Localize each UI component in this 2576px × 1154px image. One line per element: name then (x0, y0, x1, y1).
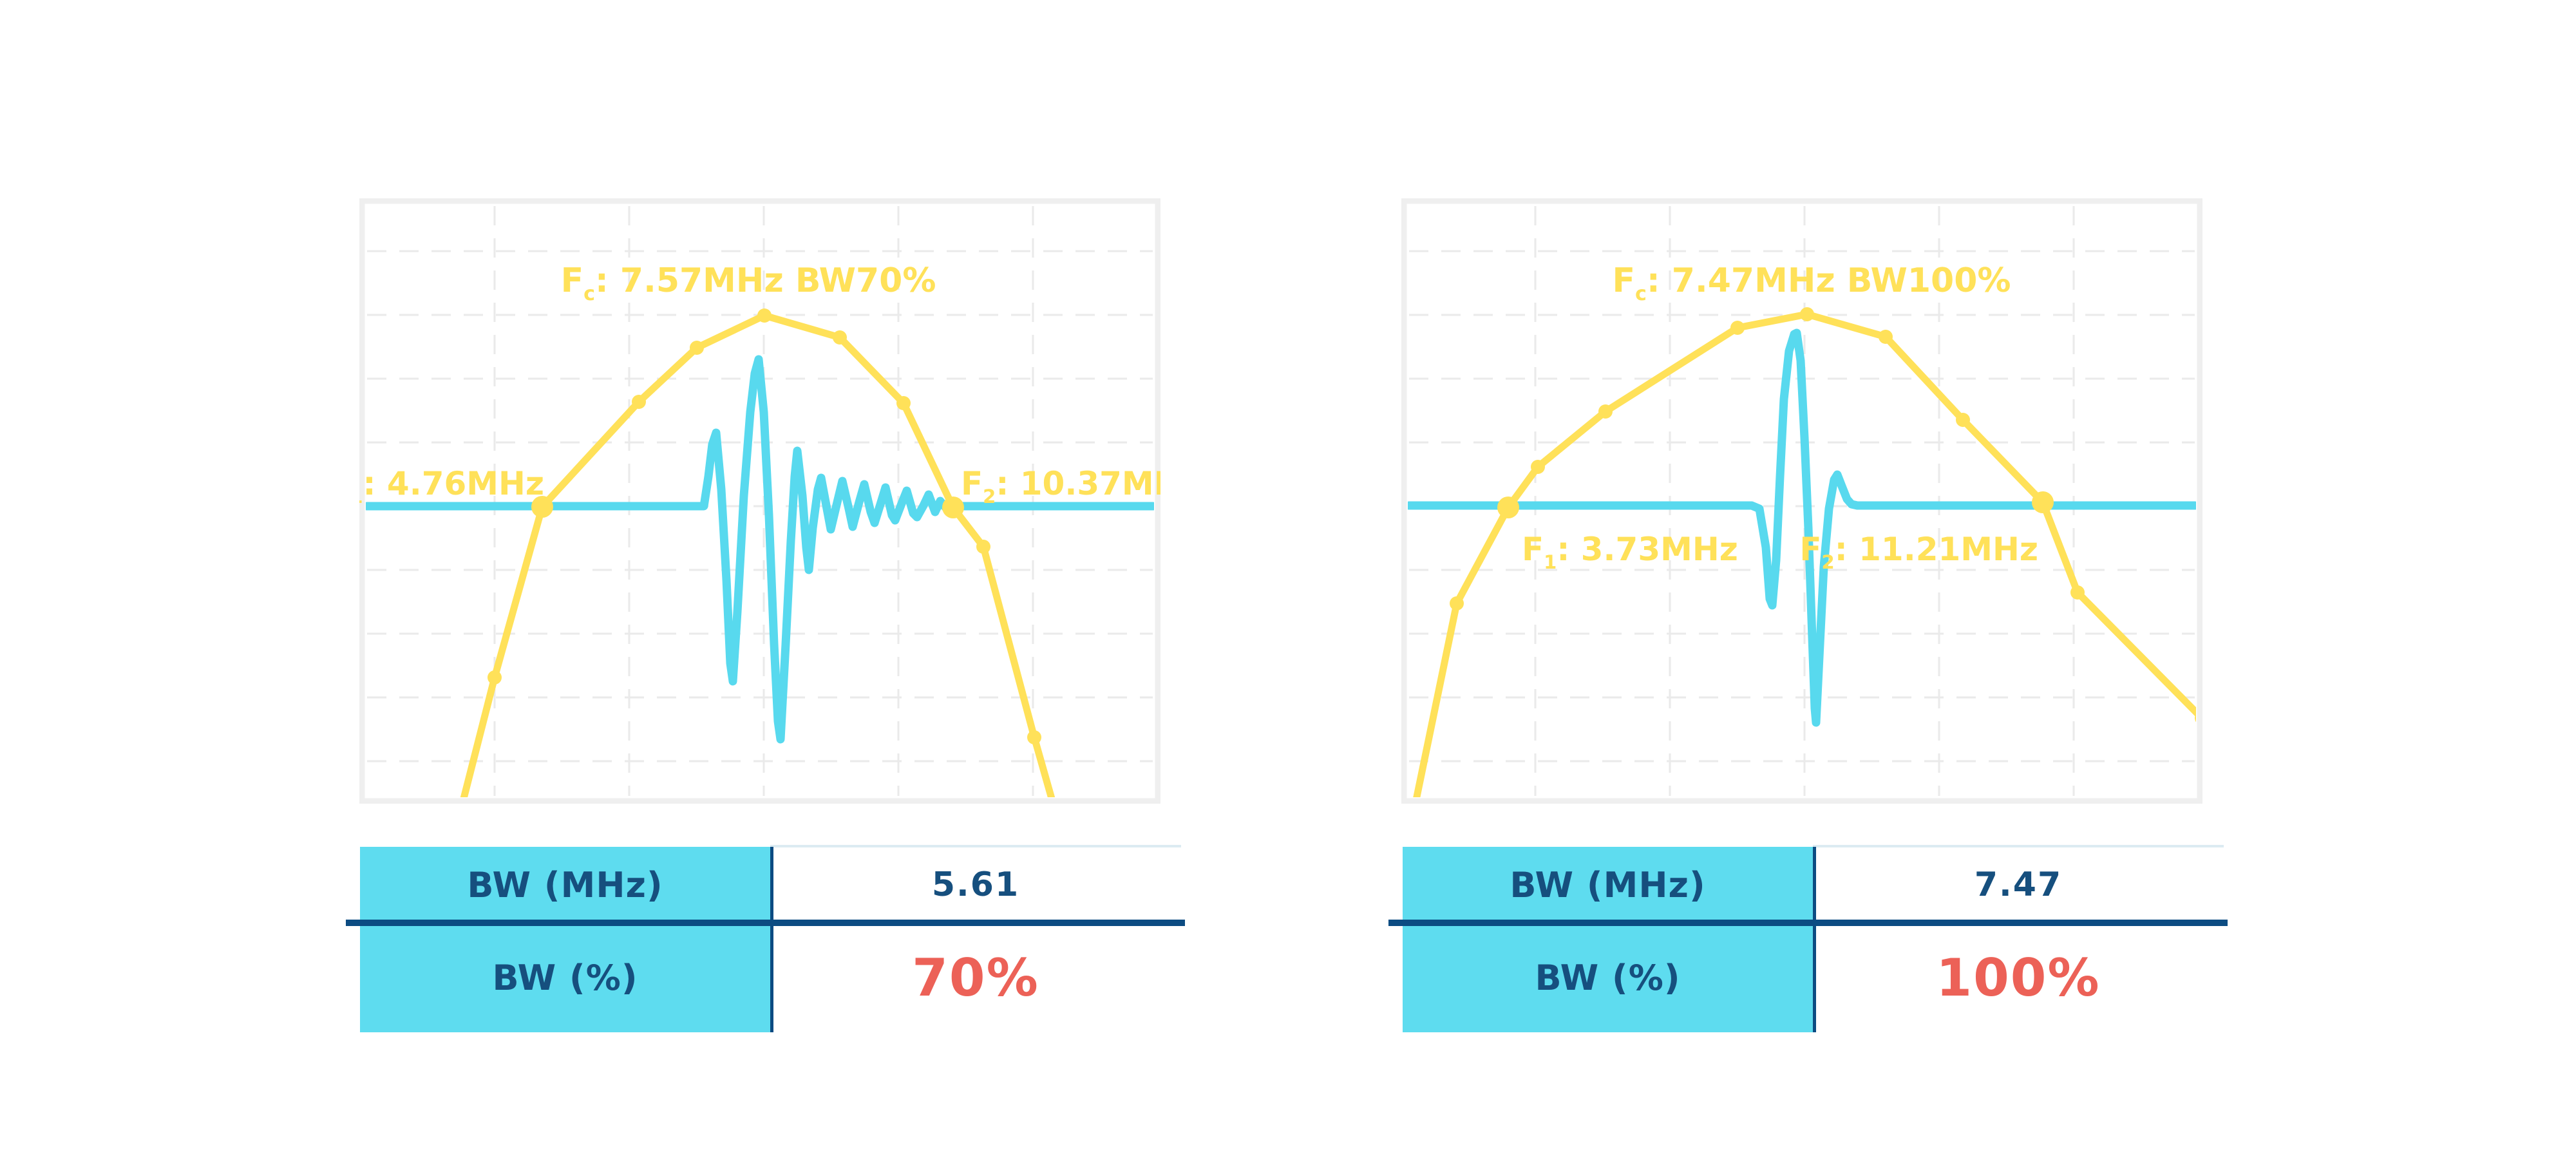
chart-panel-bw70: Fc: 7.57MHz BW70% F1: 4.76MHz F2: 10.37MHz (359, 198, 1160, 804)
bw-mhz-value: 7.47 (1974, 866, 2063, 904)
bw-percent-label: BW (%) (360, 923, 770, 1032)
f2-label: F2: 11.21MHz (1799, 531, 2038, 573)
bw-percent-label: BW (%) (1403, 923, 1813, 1032)
marker-dot (976, 540, 990, 554)
table-column-divider (1813, 847, 1816, 1032)
panel-border (359, 198, 1160, 804)
bw-table-grid: BW (MHz) 7.47 BW (%) 100% (1403, 847, 2224, 1032)
bw-table-70: BW (MHz) 5.61 BW (%) 70% (346, 845, 1185, 1032)
f2-label: F2: 10.37MHz (961, 465, 1160, 507)
bw-table-grid: BW (MHz) 5.61 BW (%) 70% (360, 847, 1181, 1032)
spectrum-line (1413, 310, 2196, 797)
table-top-light-line (770, 845, 1181, 847)
marker-dot (1598, 404, 1613, 419)
crossing-marker-dot (531, 496, 553, 518)
crossing-marker-dot (1497, 497, 1519, 518)
pulse-line (366, 355, 1154, 744)
marker-dot (2070, 585, 2085, 600)
marker-dot (2195, 714, 2196, 723)
spectrum-pulse-chart-bw100: Fc: 7.47MHz BW100% F1: 3.73MHz F2: 11.21MH… (1401, 198, 2202, 804)
table-top-light-line (1813, 845, 2224, 847)
bw-mhz-value: 5.61 (931, 866, 1020, 904)
marker-dot (833, 330, 847, 345)
pulse-line (1408, 328, 2196, 727)
f1-label: F1: 3.73MHz (1522, 531, 1738, 573)
table-column-divider (770, 847, 773, 1032)
marker-dot (1450, 596, 1464, 610)
marker-dot (632, 395, 646, 409)
marker-dot (1879, 330, 1893, 344)
panel-border (1401, 198, 2202, 804)
marker-dot (488, 670, 502, 685)
marker-dot (1730, 321, 1745, 335)
table-row-divider (1388, 920, 2228, 926)
marker-dot (690, 341, 704, 355)
spectrum-markers (1450, 307, 2196, 723)
bw-table-100: BW (MHz) 7.47 BW (%) 100% (1388, 845, 2228, 1032)
spectrum-markers (488, 308, 1041, 744)
spectrum-line (460, 312, 1056, 797)
marker-dot (757, 308, 772, 323)
marker-dot (1531, 460, 1545, 474)
f1-label: F1: 4.76MHz (359, 465, 544, 507)
bw-percent-value: 100% (1936, 947, 2101, 1008)
marker-dot (1800, 307, 1814, 321)
bw-mhz-label: BW (MHz) (360, 847, 770, 923)
spectrum-pulse-chart-bw70: Fc: 7.57MHz BW70% F1: 4.76MHz F2: 10.37MHz (359, 198, 1160, 804)
bw-mhz-label: BW (MHz) (1403, 847, 1813, 923)
marker-dot (1027, 730, 1041, 744)
bw-percent-value: 70% (912, 947, 1039, 1008)
table-row-divider (346, 920, 1185, 926)
fc-label: Fc: 7.47MHz BW100% (1612, 261, 2011, 305)
crossing-marker-dot (942, 497, 964, 518)
marker-dot (1956, 413, 1970, 427)
marker-dot (896, 396, 911, 410)
chart-panel-bw100: Fc: 7.47MHz BW100% F1: 3.73MHz F2: 11.21MH… (1401, 198, 2202, 804)
fc-label: Fc: 7.57MHz BW70% (561, 261, 936, 305)
crossing-marker-dot (2032, 491, 2054, 513)
